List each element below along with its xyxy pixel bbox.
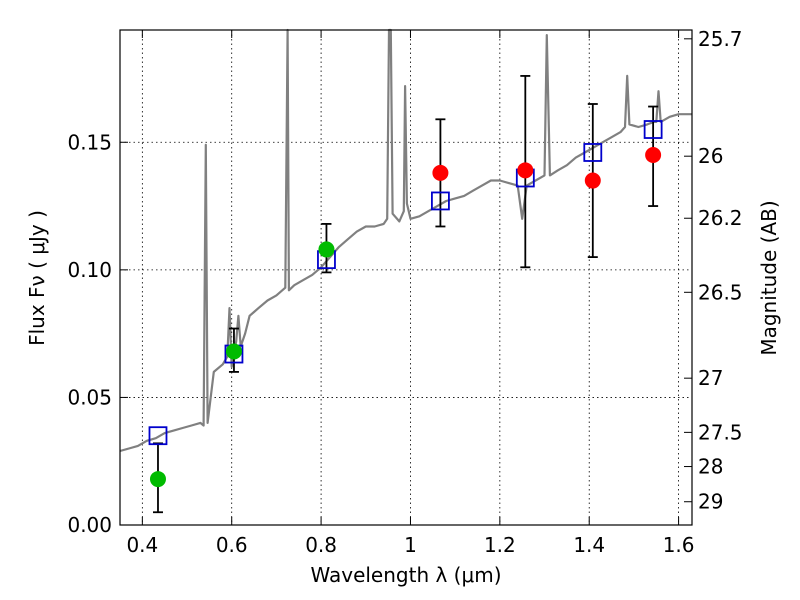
optical-data-point [149,471,166,488]
y-tick-label: 0.10 [67,258,112,282]
x-tick-label: 0.8 [305,533,337,557]
y-tick-label: 0.00 [67,513,112,537]
x-tick-label: 0.4 [126,533,158,557]
y2-tick-label: 26 [698,144,723,168]
optical-data-point [318,241,335,258]
grid-lines [120,30,692,525]
marker-layer [148,120,663,488]
x-tick-label: 1.6 [663,533,695,557]
axis-label-layer: Wavelength λ (μm) Flux Fν ( μJy ) Magnit… [25,200,781,587]
y2-tick-label: 28 [698,455,723,479]
model-point [583,143,603,162]
tick-layer: 0.4 0.6 0.8 1 1.2 1.4 1.6 0.00 0.05 0.10 0.15 25.7 2… [67,27,742,557]
y-axis-label: Flux Fν ( μJy ) [25,210,49,346]
nir-data-point [645,147,662,164]
model-point [148,426,168,446]
nir-data-point [432,164,449,181]
x-tick-label: 1.4 [573,533,605,557]
y2-tick-label: 27.5 [698,420,743,444]
x-axis-label: Wavelength λ (μm) [310,563,501,587]
y2-tick-label: 29 [698,490,723,514]
y-tick-label: 0.15 [67,130,112,154]
x-tick-label: 1.2 [484,533,516,557]
model-point [431,191,450,211]
model-point [643,120,663,139]
y2-tick-label: 25.7 [698,27,743,51]
nir-data-point [517,162,534,179]
optical-data-point [225,343,242,360]
y2-tick-label: 26.2 [698,206,743,230]
y2-tick-label: 27 [698,366,723,390]
y2-tick-label: 26.5 [698,280,743,304]
y2-axis-label: Magnitude (AB) [757,200,781,355]
plot-frame [119,29,693,526]
x-tick-label: 0.6 [216,533,248,557]
y-tick-label: 0.05 [67,385,112,409]
x-tick-label: 1 [404,533,417,557]
nir-data-point [584,172,601,189]
